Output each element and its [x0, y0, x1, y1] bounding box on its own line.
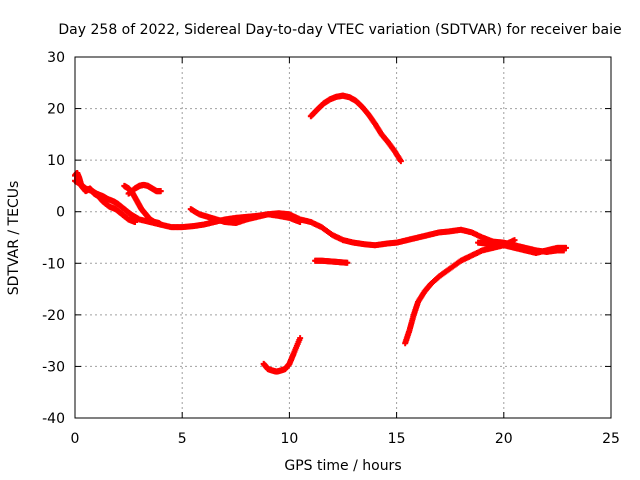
y-tick-label: -40 — [42, 411, 65, 427]
data-point — [297, 219, 304, 226]
plot-frame — [74, 56, 612, 419]
series-seg-short-low — [312, 257, 351, 266]
y-tick-label: -30 — [42, 359, 65, 375]
grid — [75, 57, 611, 418]
data-point — [157, 221, 164, 228]
data-point — [397, 158, 404, 165]
x-tick-label: 5 — [178, 431, 187, 447]
y-tick-label: -10 — [42, 256, 65, 272]
data-point — [511, 237, 518, 244]
chart-title: Day 258 of 2022, Sidereal Day-to-day VTE… — [58, 22, 621, 38]
y-tick-label: 10 — [47, 153, 65, 169]
data-point — [157, 188, 164, 195]
series-seg-start-cluster — [72, 170, 139, 226]
y-tick-label: 20 — [47, 102, 65, 118]
data-point — [132, 219, 139, 226]
x-tick-label: 25 — [602, 431, 620, 447]
data-layer — [72, 92, 569, 375]
x-tick-label: 15 — [388, 431, 406, 447]
x-tick-label: 20 — [495, 431, 513, 447]
data-point — [562, 244, 569, 251]
x-tick-label: 0 — [71, 431, 80, 447]
x-tick-label: 10 — [280, 431, 298, 447]
data-point — [297, 335, 304, 342]
y-tick-label: 30 — [47, 50, 65, 66]
x-axis-label: GPS time / hours — [284, 458, 401, 474]
series-seg-mid-band — [187, 206, 304, 227]
y-tick-label: 0 — [56, 205, 65, 221]
y-axis-label: SDTVAR / TECUs — [6, 181, 22, 296]
series-seg-right-tail — [475, 239, 569, 256]
data-point — [344, 259, 351, 266]
series-seg-bottom — [260, 335, 304, 375]
series-seg-loop-2 — [125, 181, 164, 197]
y-tick-label: -20 — [42, 308, 65, 324]
tick-labels: 0 5 10 15 20 25 -40 -30 -20 -10 0 10 20 30 — [42, 50, 620, 447]
series-seg-high — [307, 92, 404, 165]
